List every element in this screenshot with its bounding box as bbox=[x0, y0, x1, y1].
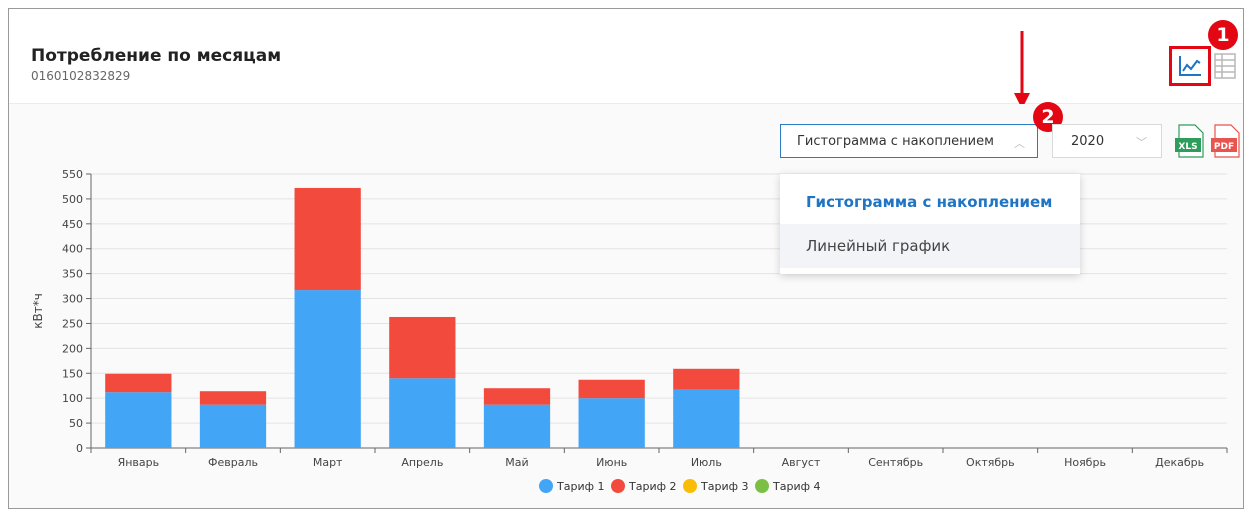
y-tick-label: 50 bbox=[69, 417, 83, 430]
bar-1-3 bbox=[294, 290, 361, 448]
account-number: 0160102832829 bbox=[31, 69, 131, 83]
year-value: 2020 bbox=[1071, 134, 1105, 149]
x-tick-label: Май bbox=[505, 456, 528, 469]
y-tick-label: 400 bbox=[62, 243, 83, 256]
dropdown-item-stacked-histogram[interactable]: Гистограмма с накоплением bbox=[806, 193, 1053, 211]
consumption-panel: Потребление по месяцам 0160102832829 1 Г… bbox=[8, 8, 1244, 509]
stacked-bar-chart: 0 50 100 150 200 250 300 350 400 450 500 550 кВт*ч Ян… bbox=[31, 168, 1228, 493]
legend-marker bbox=[611, 479, 625, 493]
legend-marker bbox=[755, 479, 769, 493]
annotation-arrow bbox=[1014, 31, 1030, 109]
pdf-export-icon[interactable]: PDF bbox=[1211, 124, 1241, 158]
chart-view-button[interactable] bbox=[1169, 46, 1211, 86]
x-tick-label: Ноябрь bbox=[1064, 456, 1106, 469]
y-tick-label: 300 bbox=[62, 293, 83, 306]
bar-2-3 bbox=[294, 187, 361, 291]
bar-1-1 bbox=[105, 392, 172, 448]
annotation-badge-1: 1 bbox=[1208, 20, 1238, 50]
bar-1-4 bbox=[389, 378, 456, 448]
x-tick-label: Июль bbox=[691, 456, 722, 469]
y-tick-label: 150 bbox=[62, 367, 83, 380]
x-tick-label: Сентябрь bbox=[868, 456, 923, 469]
page-title: Потребление по месяцам bbox=[31, 46, 282, 66]
x-tick-label: Февраль bbox=[208, 456, 258, 469]
x-tick-label: Март bbox=[313, 456, 343, 469]
bar-1-7 bbox=[673, 389, 740, 448]
x-tick-label: Октябрь bbox=[966, 456, 1015, 469]
chart-type-value: Гистограмма с накоплением bbox=[797, 134, 994, 149]
bar-2-2 bbox=[199, 391, 267, 405]
y-tick-label: 200 bbox=[62, 342, 83, 355]
legend-marker bbox=[539, 479, 553, 493]
legend-label: Тариф 2 bbox=[628, 480, 677, 493]
panel-header: Потребление по месяцам 0160102832829 1 bbox=[9, 9, 1243, 109]
x-tick-label: Январь bbox=[118, 456, 160, 469]
bar-2-5 bbox=[483, 388, 551, 405]
pdf-label: PDF bbox=[1214, 142, 1234, 152]
y-axis-label: кВт*ч bbox=[31, 293, 45, 329]
legend-label: Тариф 4 bbox=[772, 480, 821, 493]
bar-2-7 bbox=[673, 368, 740, 390]
bar-1-6 bbox=[578, 398, 645, 448]
y-tick-label: 350 bbox=[62, 268, 83, 281]
chevron-down-icon: ﹀ bbox=[1136, 136, 1147, 149]
bar-2-4 bbox=[389, 316, 456, 379]
x-tick-label: Декабрь bbox=[1155, 456, 1204, 469]
chart-type-select[interactable]: Гистограмма с накоплением ︿ bbox=[780, 124, 1038, 158]
chart-type-dropdown: Гистограмма с накоплением Линейный графи… bbox=[780, 174, 1080, 274]
xls-label: XLS bbox=[1178, 142, 1197, 152]
legend-marker bbox=[683, 479, 697, 493]
chevron-up-icon: ︿ bbox=[1014, 137, 1025, 150]
x-tick-label: Апрель bbox=[401, 456, 443, 469]
year-select[interactable]: 2020 ﹀ bbox=[1052, 124, 1162, 158]
xls-export-icon[interactable]: XLS bbox=[1175, 124, 1205, 158]
y-tick-label: 450 bbox=[62, 218, 83, 231]
legend-label: Тариф 3 bbox=[700, 480, 749, 493]
table-view-icon[interactable] bbox=[1214, 53, 1236, 79]
legend-label: Тариф 1 bbox=[556, 480, 605, 493]
y-tick-label: 100 bbox=[62, 392, 83, 405]
x-tick-label: Август bbox=[782, 456, 821, 469]
line-chart-icon bbox=[1179, 56, 1201, 76]
x-tick-label: Июнь bbox=[596, 456, 627, 469]
y-tick-label: 0 bbox=[76, 442, 83, 455]
bar-1-2 bbox=[199, 404, 267, 448]
y-tick-label: 550 bbox=[62, 168, 83, 181]
dropdown-item-line-chart[interactable]: Линейный график bbox=[780, 224, 1080, 268]
y-tick-label: 500 bbox=[62, 193, 83, 206]
bar-1-5 bbox=[483, 404, 551, 448]
y-tick-label: 250 bbox=[62, 317, 83, 330]
bar-2-6 bbox=[578, 379, 645, 399]
bar-2-1 bbox=[105, 373, 172, 393]
